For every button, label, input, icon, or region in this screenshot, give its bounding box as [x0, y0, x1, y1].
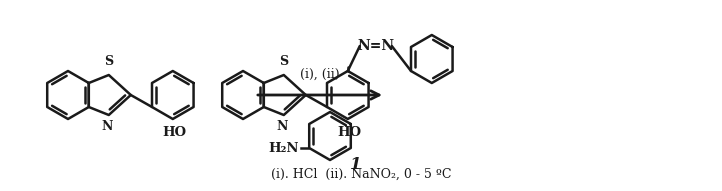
Text: S: S [104, 55, 113, 68]
Text: N: N [101, 120, 113, 133]
Text: H₂N: H₂N [269, 142, 299, 155]
Text: (i). HCl  (ii). NaNO₂, 0 - 5 ºC: (i). HCl (ii). NaNO₂, 0 - 5 ºC [271, 168, 451, 181]
Text: S: S [279, 55, 288, 68]
Text: HO: HO [162, 126, 187, 139]
Text: (i), (ii): (i), (ii) [300, 68, 340, 81]
Text: N=N: N=N [357, 39, 394, 53]
Text: 1: 1 [350, 156, 362, 173]
Text: N: N [276, 120, 287, 133]
Text: HO: HO [338, 126, 362, 139]
